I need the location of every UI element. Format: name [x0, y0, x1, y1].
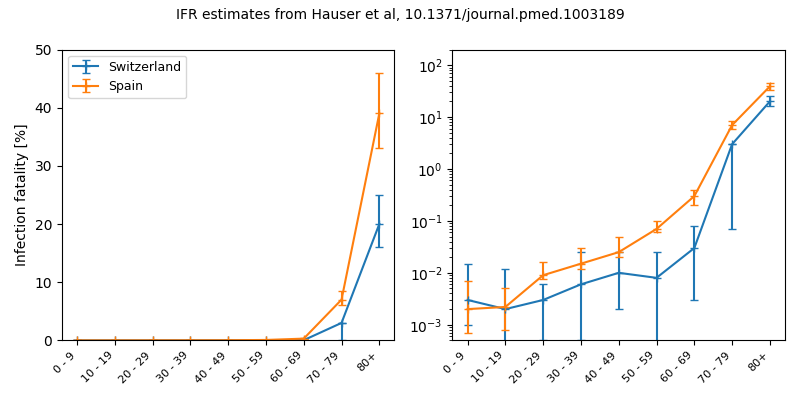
Text: IFR estimates from Hauser et al, 10.1371/journal.pmed.1003189: IFR estimates from Hauser et al, 10.1371…	[176, 8, 624, 22]
Legend: Switzerland, Spain: Switzerland, Spain	[68, 56, 186, 98]
Y-axis label: Infection fatality [%]: Infection fatality [%]	[15, 124, 29, 266]
